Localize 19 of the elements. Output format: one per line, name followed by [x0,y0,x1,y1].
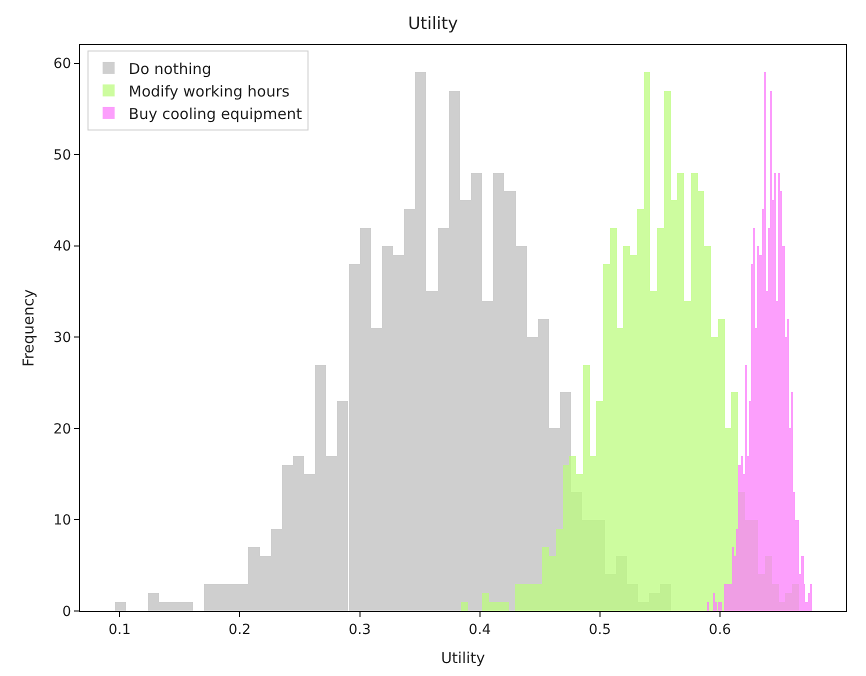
x-tick-label: 0.2 [228,622,251,638]
y-tick-label: 20 [53,421,72,438]
y-axis-title: Frequency [20,289,38,367]
legend-label: Do nothing [128,60,212,78]
legend-label: Modify working hours [128,82,290,100]
x-tick-label: 0.6 [708,622,732,638]
y-tick-label: 50 [53,147,72,164]
y-tick-label: 40 [53,238,72,255]
x-tick-label: 0.3 [348,622,371,638]
y-tick-label: 60 [53,56,72,72]
y-tick-label: 30 [53,330,72,346]
y-tick-label: 0 [62,604,72,620]
y-tick-label: 10 [53,512,72,529]
chart-title: Utility [408,14,458,34]
x-axis-title: Utility [440,648,486,667]
x-tick-label: 0.5 [588,622,612,638]
x-tick-label: 0.1 [108,622,131,638]
x-tick-label: 0.4 [468,622,492,638]
legend-label: Buy cooling equipment [128,104,302,123]
